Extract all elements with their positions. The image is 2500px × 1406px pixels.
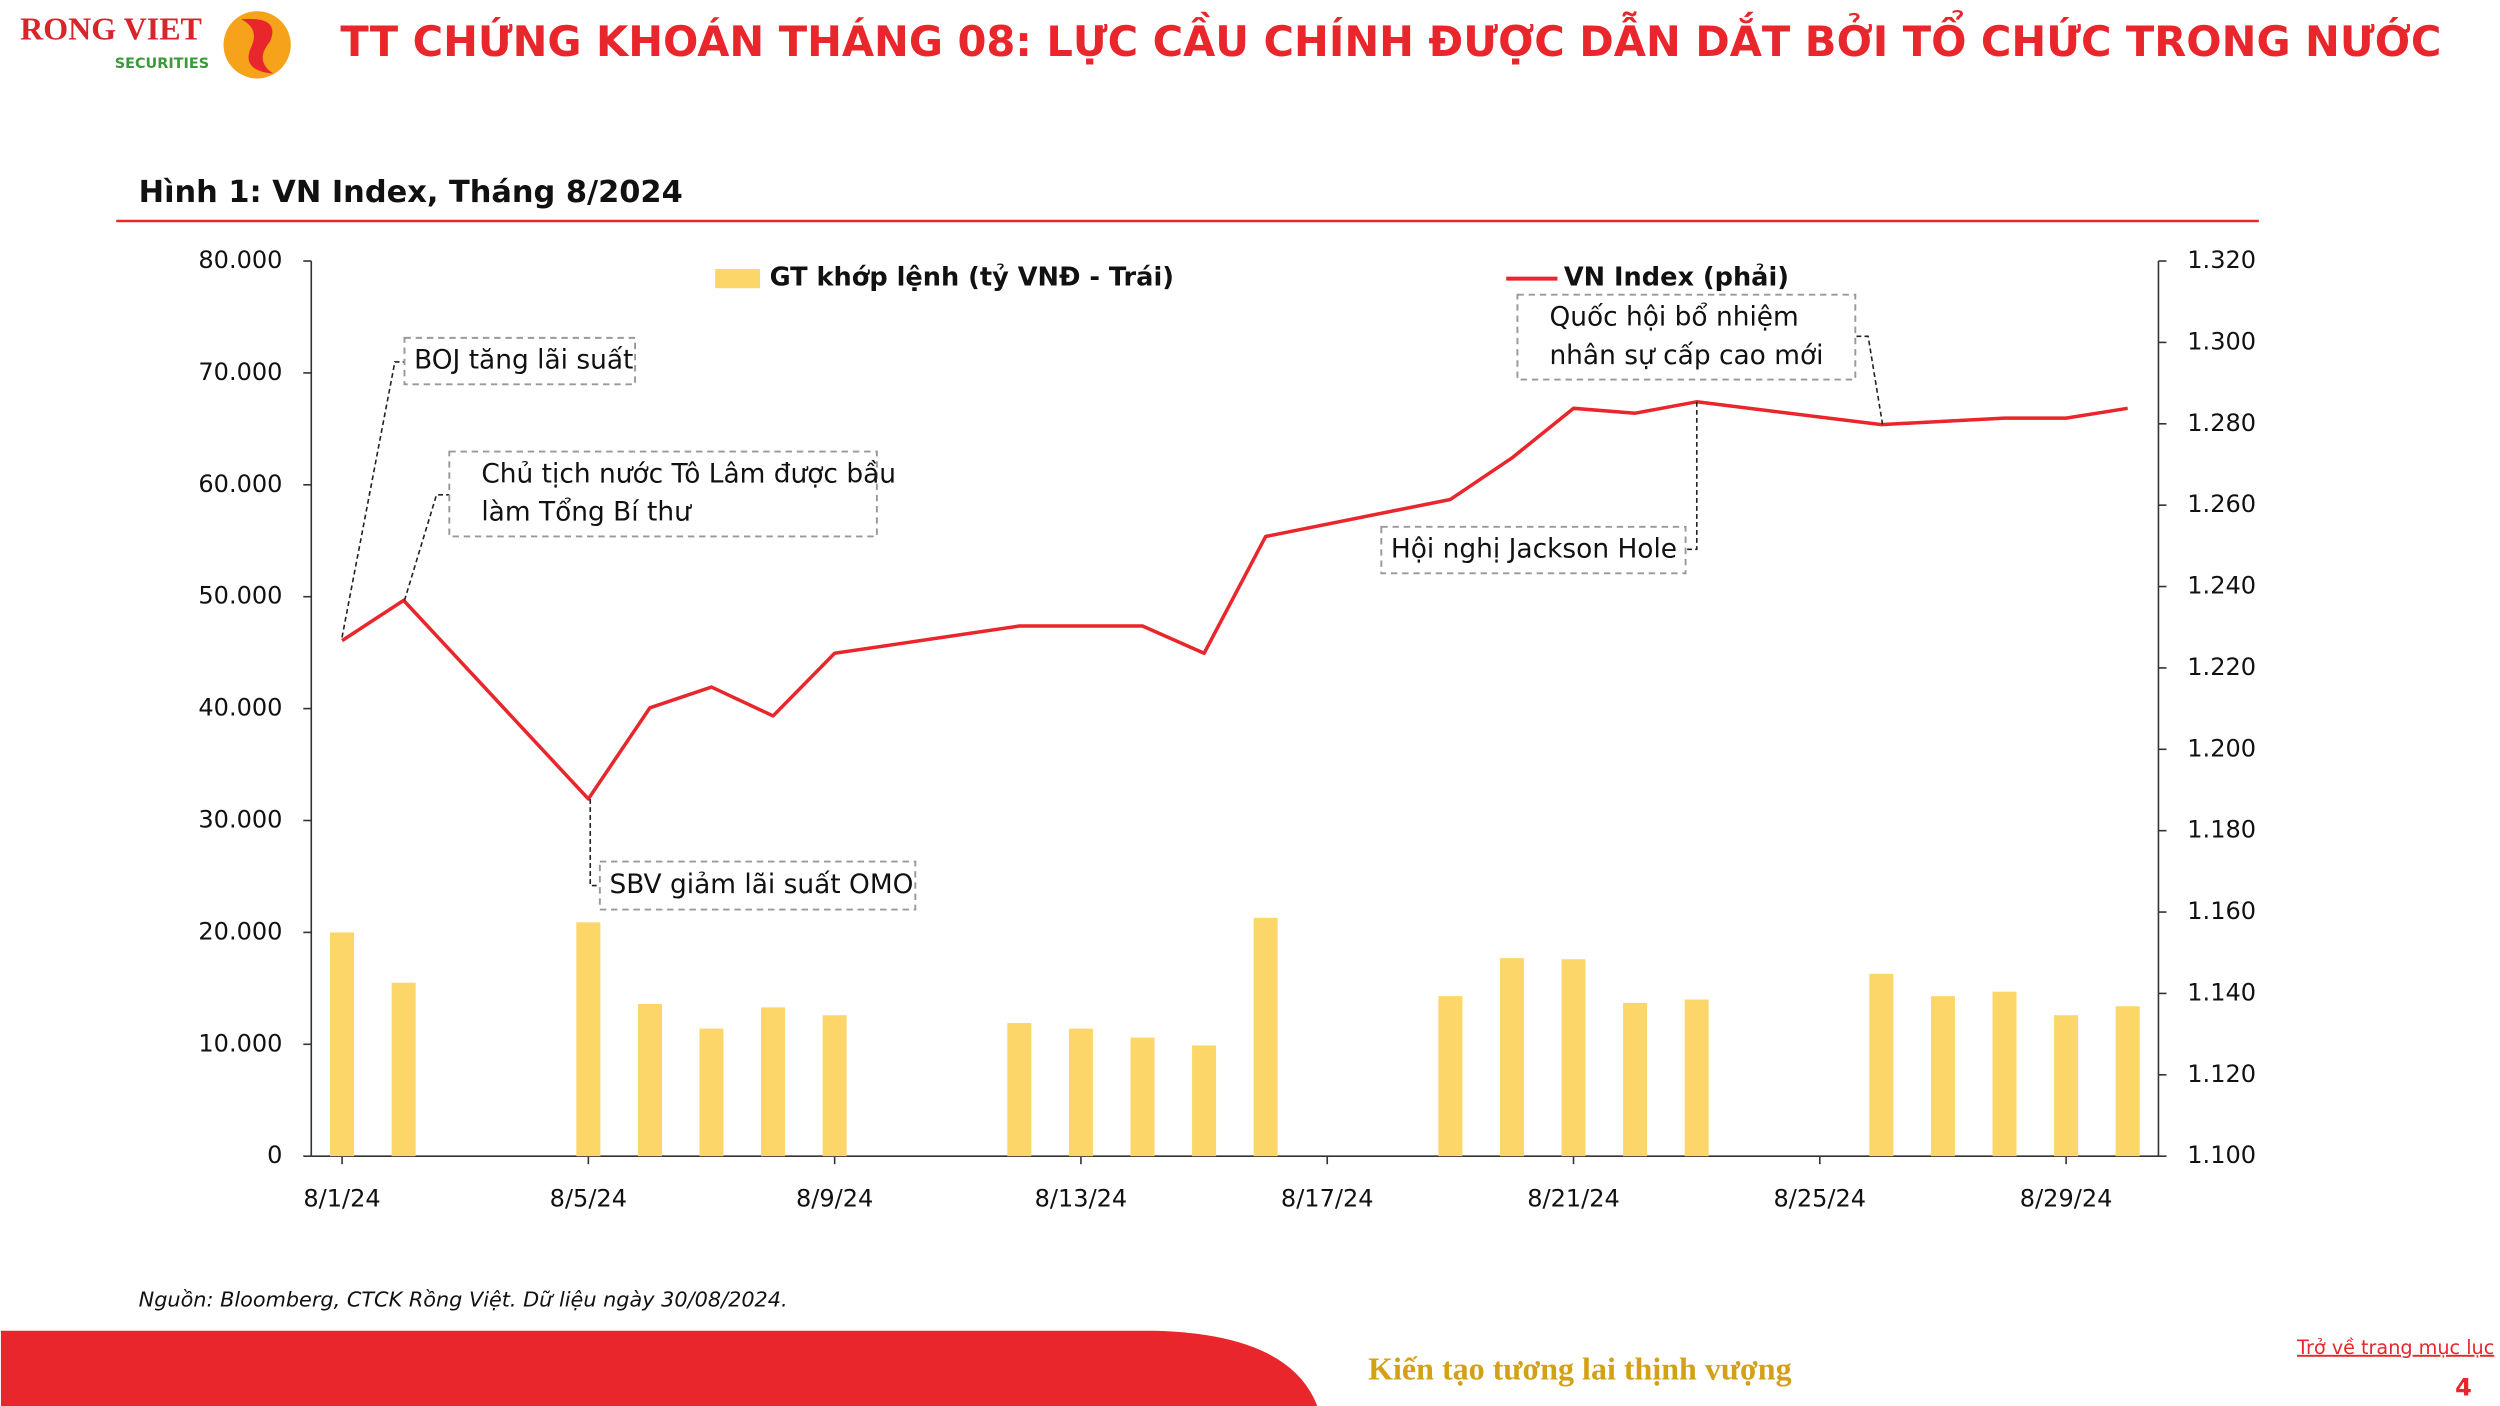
annotation-text: Quốc hội bổ nhiệm <box>1549 301 1798 332</box>
source-note: Nguồn: Bloomberg, CTCK Rồng Việt. Dữ liệ… <box>139 1287 788 1311</box>
y2-tick-label: 1.220 <box>2187 653 2256 681</box>
annotation-box <box>1380 525 1687 575</box>
legend-label: GT khớp lệnh (tỷ VNĐ - Trái) <box>770 263 1174 293</box>
y2-tick-label: 1.100 <box>2187 1141 2256 1169</box>
footer-slogan: Kiến tạo tương lai thịnh vượng <box>1368 1351 1791 1387</box>
bar <box>699 1028 724 1157</box>
logo-name: RONG VIET <box>20 10 202 46</box>
bar <box>2115 1006 2140 1157</box>
annotation-leader <box>403 494 450 601</box>
bar <box>637 1004 662 1157</box>
y-tick-label: 30.000 <box>198 806 282 834</box>
y-tick-label: 70.000 <box>198 358 282 386</box>
y2-tick-label: 1.260 <box>2187 490 2256 518</box>
bar <box>1192 1045 1217 1157</box>
page-number: 4 <box>2455 1373 2472 1401</box>
y-tick-label: 0 <box>267 1141 282 1169</box>
y2-tick-label: 1.280 <box>2187 409 2256 437</box>
annotation-leader <box>1685 401 1698 551</box>
y2-tick-label: 1.200 <box>2187 734 2256 762</box>
y2-tick-label: 1.300 <box>2187 327 2256 355</box>
y2-tick-label: 1.320 <box>2187 246 2256 274</box>
page-title: TT CHỨNG KHOÁN THÁNG 08: LỰC CẦU CHÍNH Đ… <box>340 11 2441 66</box>
bar <box>1068 1028 1093 1157</box>
bar <box>1438 996 1463 1157</box>
x-tick-label: 8/17/24 <box>1281 1184 1374 1212</box>
y-tick-label: 10.000 <box>198 1029 282 1057</box>
logo-dragon <box>241 18 274 74</box>
bar <box>1684 999 1709 1157</box>
x-tick-label: 8/25/24 <box>1774 1184 1867 1212</box>
legend-swatch <box>715 269 760 289</box>
x-tick-label: 8/21/24 <box>1527 1184 1620 1212</box>
bar <box>391 982 416 1157</box>
bar <box>822 1015 847 1157</box>
bar <box>1499 958 1524 1157</box>
toc-link[interactable]: Trở về trang mục lục <box>2296 1336 2494 1359</box>
plot: 0 10.000 20.000 30.000 40.000 50.000 60.000 70.… <box>198 246 2256 1212</box>
x-tick-label: 8/29/24 <box>2020 1184 2113 1212</box>
x-tick-label: 8/1/24 <box>303 1184 380 1212</box>
chart-title: Hình 1: VN Index, Tháng 8/2024 <box>139 175 683 210</box>
bar <box>1623 1002 1648 1157</box>
legend-label: VN Index (phải) <box>1564 263 1789 293</box>
x-tick-label: 8/9/24 <box>796 1184 873 1212</box>
bar <box>1992 991 2017 1157</box>
footer-band <box>0 1330 1318 1406</box>
y-tick-label: 20.000 <box>198 917 282 945</box>
annotation-leader <box>1855 335 1884 425</box>
annotation-box <box>448 450 878 538</box>
bar <box>1253 917 1278 1157</box>
y-tick-label: 60.000 <box>198 470 282 498</box>
bar <box>2054 1015 2079 1157</box>
y2-tick-label: 1.120 <box>2187 1060 2256 1088</box>
bar <box>330 932 355 1157</box>
bar <box>1930 996 1955 1157</box>
annotation-text: làm Tổng Bí thư <box>481 497 692 528</box>
annotation-text: nhân sự cấp cao mới <box>1549 340 1823 371</box>
bar <box>1130 1037 1155 1157</box>
bar <box>1869 973 1894 1157</box>
annotation-box <box>1516 293 1857 381</box>
y2-tick-label: 1.140 <box>2187 978 2256 1006</box>
bar <box>761 1007 786 1157</box>
y-tick-label: 50.000 <box>198 582 282 610</box>
y2-tick-label: 1.160 <box>2187 897 2256 925</box>
annotation-text: BOJ tăng lãi suất <box>414 345 633 376</box>
x-tick-label: 8/5/24 <box>550 1184 627 1212</box>
bar <box>1007 1023 1032 1157</box>
y-tick-label: 80.000 <box>198 246 282 274</box>
bar <box>576 922 601 1157</box>
annotation-text: SBV giảm lãi suất OMO <box>609 869 913 900</box>
annotation-text: Chủ tịch nước Tô Lâm được bầu <box>481 458 896 489</box>
x-tick-label: 8/13/24 <box>1035 1184 1128 1212</box>
y2-tick-label: 1.180 <box>2187 816 2256 844</box>
logo-sub: SECURITIES <box>115 56 209 72</box>
annotation-leader <box>341 361 405 638</box>
annotation-leader <box>589 799 600 887</box>
y-tick-label: 40.000 <box>198 694 282 722</box>
annotation-text: Hội nghị Jackson Hole <box>1391 534 1677 565</box>
annotation-box <box>598 860 917 911</box>
bar <box>1561 959 1586 1157</box>
index-line <box>341 400 2128 801</box>
y2-tick-label: 1.240 <box>2187 572 2256 600</box>
annotation-box <box>403 336 637 386</box>
